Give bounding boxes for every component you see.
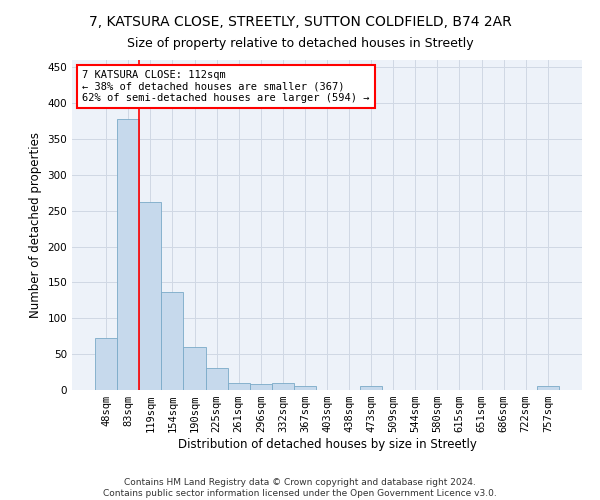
Bar	[272, 383, 294, 390]
Text: 7 KATSURA CLOSE: 112sqm
← 38% of detached houses are smaller (367)
62% of semi-d: 7 KATSURA CLOSE: 112sqm ← 38% of detache…	[82, 70, 370, 103]
Bar	[206, 368, 227, 390]
Text: Size of property relative to detached houses in Streetly: Size of property relative to detached ho…	[127, 38, 473, 51]
Bar	[294, 386, 316, 390]
Bar	[161, 292, 184, 390]
Bar	[250, 384, 272, 390]
Bar	[360, 386, 382, 390]
X-axis label: Distribution of detached houses by size in Streetly: Distribution of detached houses by size …	[178, 438, 476, 451]
Y-axis label: Number of detached properties: Number of detached properties	[29, 132, 42, 318]
Bar	[117, 119, 139, 390]
Text: Contains HM Land Registry data © Crown copyright and database right 2024.
Contai: Contains HM Land Registry data © Crown c…	[103, 478, 497, 498]
Bar	[184, 347, 206, 390]
Bar	[537, 386, 559, 390]
Bar	[95, 338, 117, 390]
Bar	[139, 202, 161, 390]
Text: 7, KATSURA CLOSE, STREETLY, SUTTON COLDFIELD, B74 2AR: 7, KATSURA CLOSE, STREETLY, SUTTON COLDF…	[89, 15, 511, 29]
Bar	[227, 383, 250, 390]
